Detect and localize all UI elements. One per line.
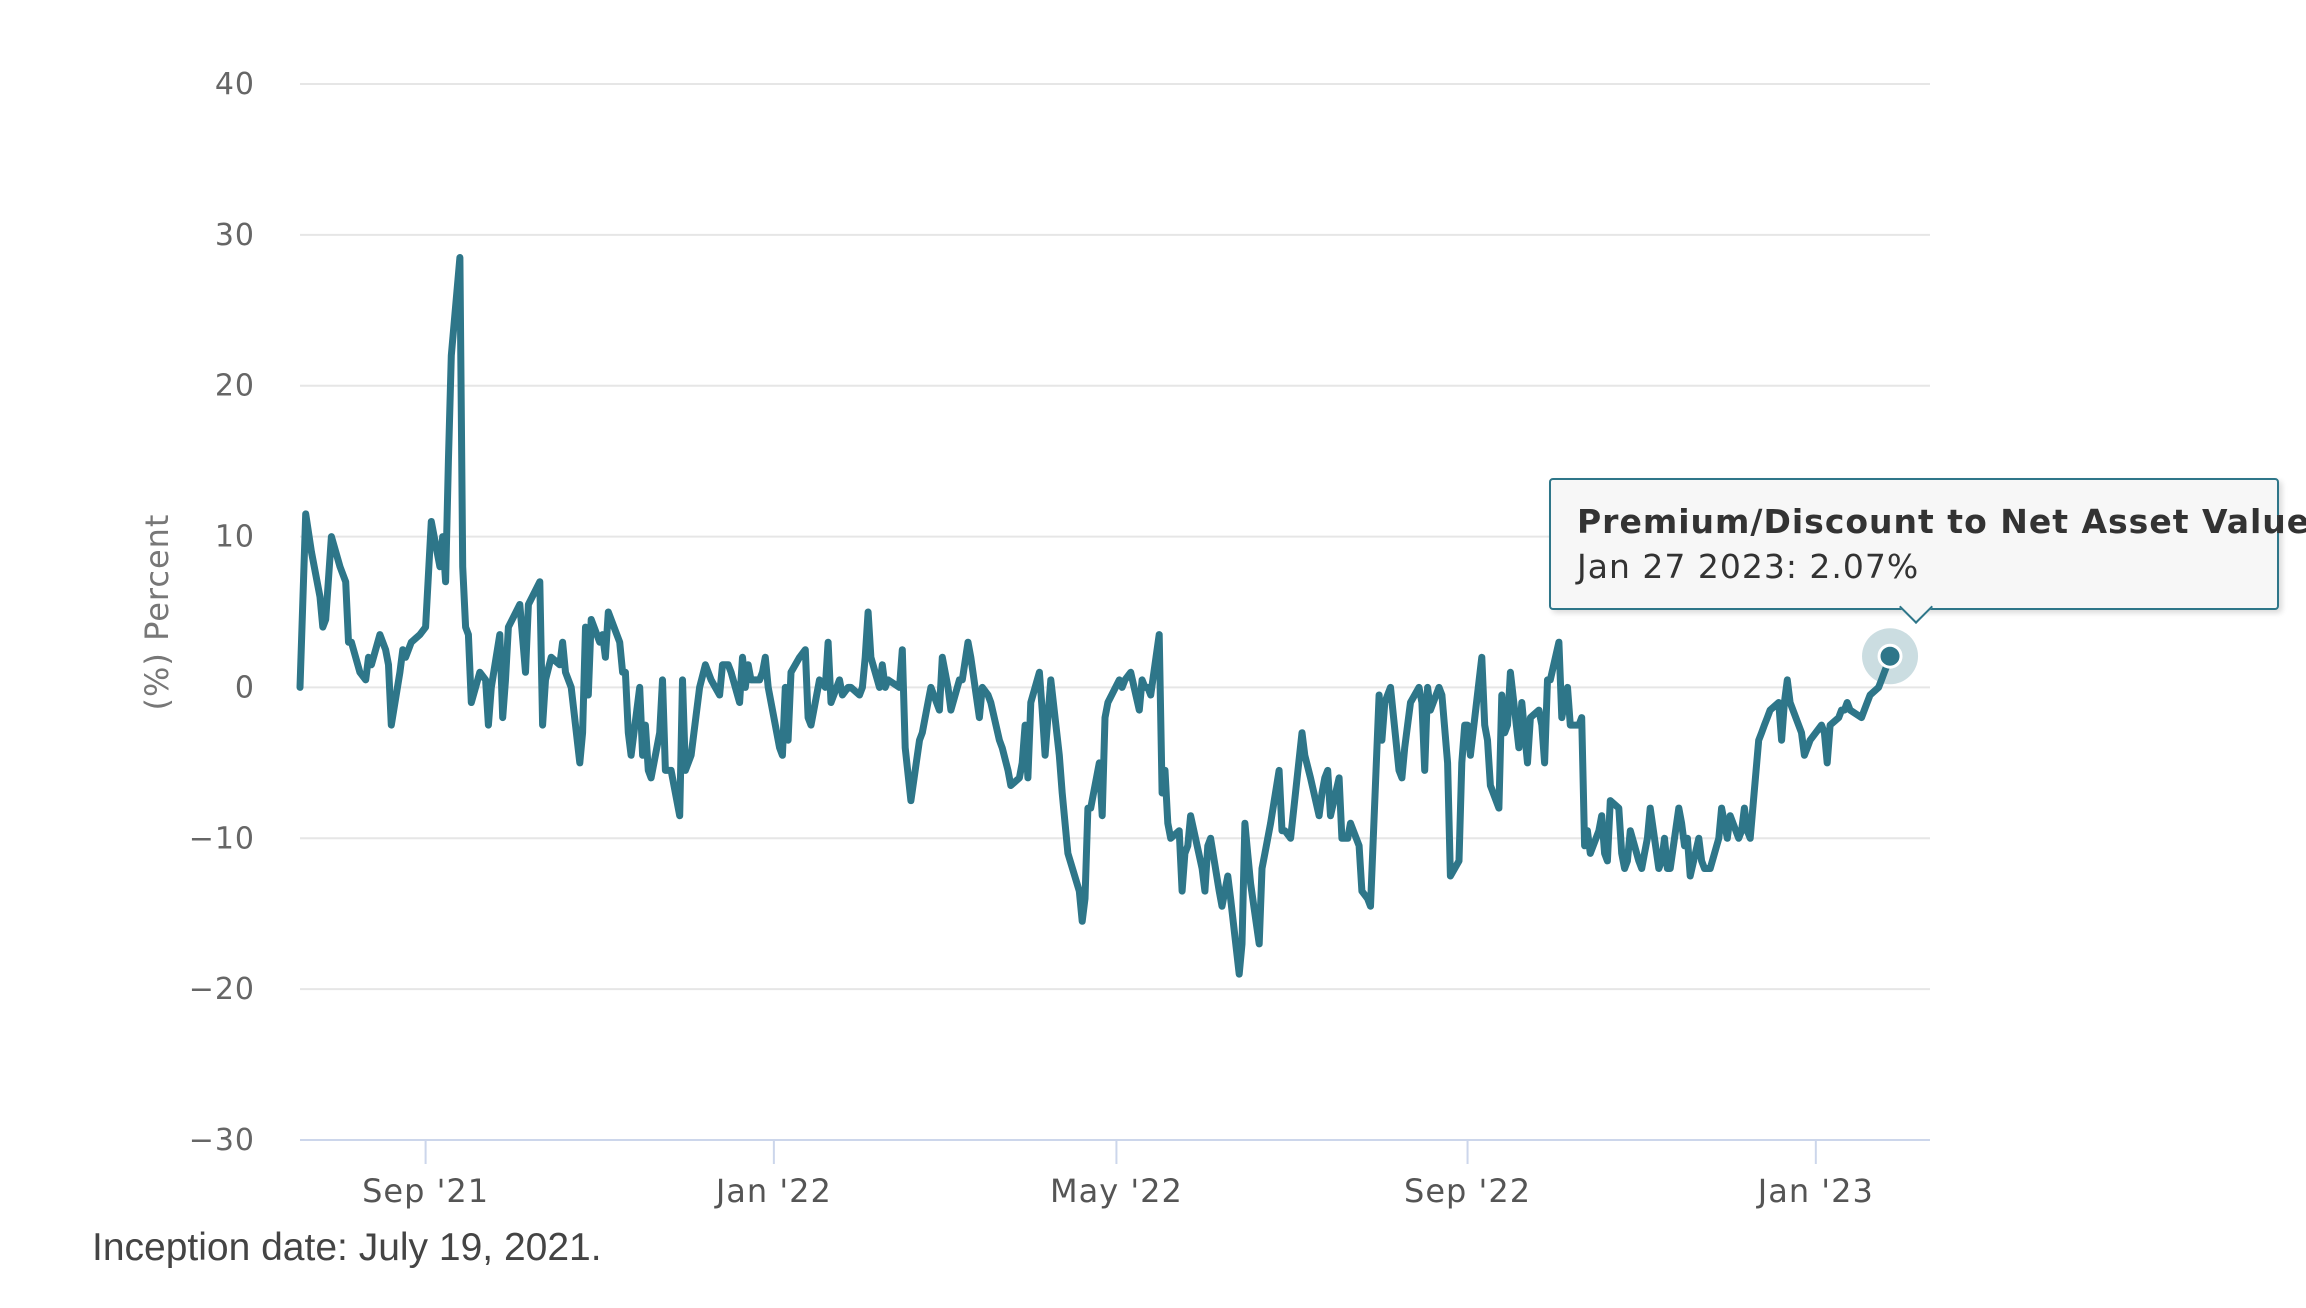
- y-tick-label: −10: [189, 821, 255, 856]
- series-line-0: [296, 254, 1894, 978]
- y-tick-label: −20: [189, 972, 255, 1007]
- y-tick-label: 20: [215, 369, 255, 404]
- y-tick-label: 10: [215, 520, 255, 555]
- y-tick-label: 30: [215, 218, 255, 253]
- inception-footnote: Inception date: July 19, 2021.: [92, 1226, 602, 1269]
- y-axis-title: (%) Percent: [138, 514, 176, 711]
- tooltip-title: Premium/Discount to Net Asset Value: [1577, 502, 2306, 541]
- tooltip-value: Jan 27 2023: 2.07%: [1577, 547, 1920, 586]
- tooltip: Premium/Discount to Net Asset Value Jan …: [1549, 478, 2306, 610]
- hover-point[interactable]: [1877, 643, 1903, 669]
- x-axis: Sep '21 Jan '22 May '22 Sep '22 Jan '23: [300, 1139, 1930, 1210]
- x-tick-label: Jan '22: [714, 1172, 832, 1210]
- y-tick-label: −30: [189, 1123, 255, 1158]
- series-layer: [296, 254, 1894, 978]
- x-tick-label: May '22: [1050, 1172, 1183, 1210]
- y-axis-ticks: 40 30 20 10 0 −10 −20 −30: [189, 67, 255, 1158]
- y-tick-label: 40: [215, 67, 255, 102]
- y-tick-label: 0: [235, 670, 255, 705]
- x-tick-label: Sep '21: [362, 1172, 489, 1210]
- hover-marker: [1862, 628, 1919, 685]
- x-tick-label: Sep '22: [1404, 1172, 1531, 1210]
- x-tick-label: Jan '23: [1756, 1172, 1874, 1210]
